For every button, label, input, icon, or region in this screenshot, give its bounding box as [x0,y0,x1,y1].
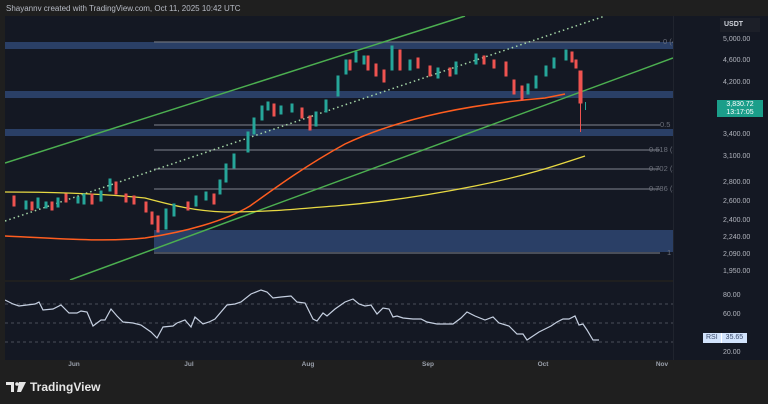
channel-upper-line [5,16,466,164]
fib-lines [154,41,660,254]
month-nov: Nov [655,361,669,368]
price-tick: 2,090.00 [723,251,751,258]
tradingview-logo-text: TradingView [30,380,101,394]
rsi-chart-svg [5,289,673,343]
price-tick: 4,600.00 [723,57,751,64]
credit-text: Shayannv created with TradingView.com, O… [6,4,241,13]
rsi-tick: 60.00 [723,311,741,318]
time-axis[interactable] [5,344,673,360]
price-tick: 2,600.00 [723,198,751,205]
month-oct: Oct [537,361,549,368]
current-price: 3,830.72 [726,101,754,108]
price-tick: 2,240.00 [723,234,751,241]
price-tick: 2,800.00 [723,179,751,186]
month-jun: Jun [68,361,80,368]
price-chart-svg [5,16,673,280]
demand-zone [154,230,673,252]
currency-label[interactable]: USDT [720,18,760,32]
rsi-tick: 20.00 [723,349,741,356]
month-aug: Aug [301,361,315,368]
supply-zone [5,42,673,49]
rsi-value-badge: RSI 35.65 [703,333,748,343]
tradingview-logo-icon [6,382,26,392]
month-sep: Sep [422,361,434,368]
candle-countdown: 13:17:05 [726,109,754,116]
current-price-badge: 3,830.72 13:17:05 [717,100,763,117]
price-tick: 5,000.00 [723,36,751,43]
price-tick: 3,100.00 [723,153,751,160]
candles [12,45,586,233]
channel-lower-line [69,57,673,280]
rsi-panel[interactable] [5,282,673,344]
rsi-tick: 80.00 [723,292,741,299]
support-zone-lower [5,129,673,136]
rsi-value: 35.65 [721,333,748,343]
rsi-label: RSI [703,333,722,343]
price-axis[interactable] [673,16,768,360]
price-tick: 3,400.00 [723,131,751,138]
month-jul: Jul [184,361,194,368]
price-tick: 1,950.00 [723,268,751,275]
rsi-line [5,289,599,341]
ma-orange-line [5,93,566,241]
price-tick: 4,200.00 [723,79,751,86]
price-chart-panel[interactable]: 0 (4,956.78) 0.5 (3,534.34) 0.618 (3,198… [5,16,707,280]
price-tick: 2,400.00 [723,217,751,224]
tradingview-logo[interactable]: TradingView [6,380,100,394]
